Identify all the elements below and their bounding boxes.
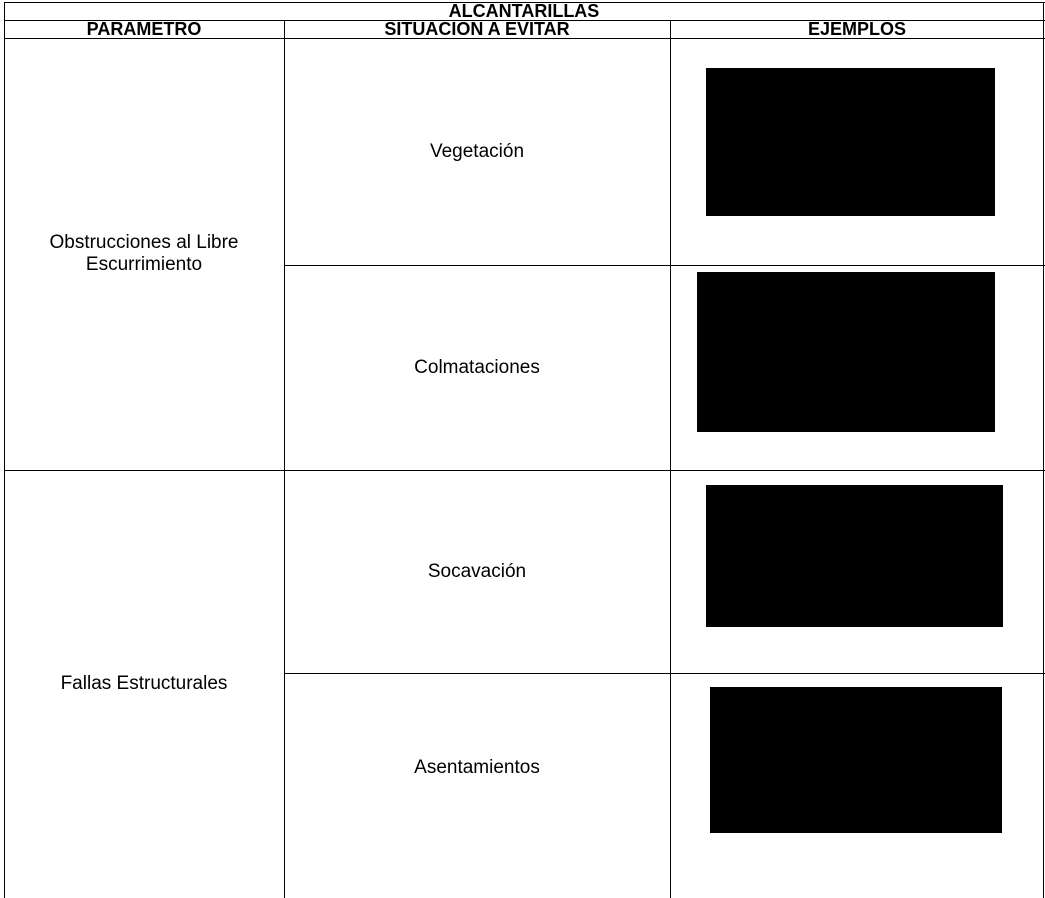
header: EJEMPLOS	[807, 18, 907, 39]
situation: Colmataciones	[414, 356, 540, 378]
header: PARAMETRO	[86, 18, 202, 39]
rule	[4, 470, 1045, 471]
rule	[1043, 2, 1044, 898]
example-photo	[706, 68, 995, 216]
situation: Socavación	[427, 560, 527, 582]
situation: Asentamientos	[414, 757, 540, 778]
situation: Vegetación	[429, 140, 525, 162]
table-title: ALCANTARILLAS	[448, 0, 600, 21]
header: SITUACION A EVITAR	[384, 18, 570, 39]
rule	[284, 265, 1045, 266]
parameter: Fallas Estructurales	[60, 673, 228, 694]
example-photo	[706, 485, 1003, 627]
rule	[4, 2, 1045, 3]
example-photo	[710, 687, 1002, 833]
rule	[4, 38, 1045, 39]
rule	[284, 20, 285, 898]
rule	[4, 20, 1045, 21]
rule	[670, 20, 671, 898]
rule	[284, 673, 1045, 674]
example-photo	[697, 272, 995, 432]
parameter: Obstrucciones al Libre Escurrimiento	[49, 232, 239, 275]
rule	[4, 2, 5, 898]
